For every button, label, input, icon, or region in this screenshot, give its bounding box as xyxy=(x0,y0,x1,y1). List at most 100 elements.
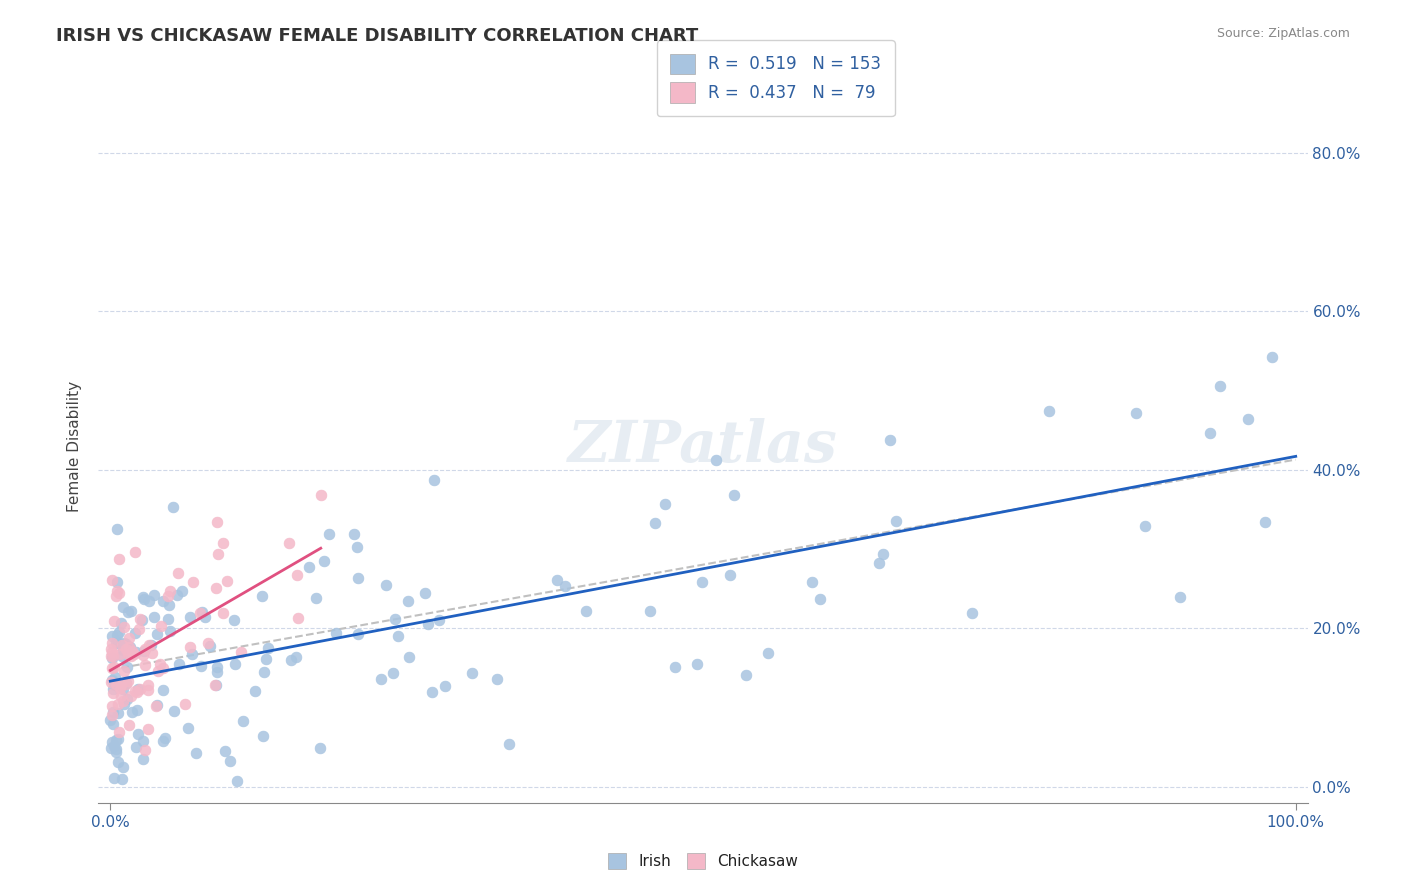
Point xyxy=(100,673,122,688)
Point xyxy=(229,645,252,659)
Point xyxy=(872,547,894,561)
Point xyxy=(134,642,156,657)
Point xyxy=(159,624,181,639)
Point xyxy=(138,593,160,607)
Point xyxy=(104,745,127,759)
Point xyxy=(101,649,124,664)
Point xyxy=(212,606,235,620)
Point xyxy=(280,653,302,667)
Point xyxy=(224,657,246,671)
Point xyxy=(207,659,229,673)
Point xyxy=(159,583,181,598)
Point xyxy=(110,681,132,695)
Point xyxy=(416,617,439,632)
Point xyxy=(181,575,204,590)
Point xyxy=(103,739,125,753)
Point xyxy=(136,723,159,737)
Point xyxy=(107,755,129,769)
Point xyxy=(114,641,136,656)
Point xyxy=(107,552,129,566)
Point xyxy=(143,588,166,602)
Point xyxy=(252,730,274,744)
Point xyxy=(226,774,249,789)
Point xyxy=(157,589,180,603)
Point xyxy=(177,722,200,736)
Point xyxy=(100,649,122,664)
Point xyxy=(217,574,239,588)
Point xyxy=(184,746,207,760)
Point xyxy=(801,574,824,589)
Point xyxy=(207,548,229,562)
Point xyxy=(1133,519,1156,533)
Point xyxy=(101,629,124,643)
Point xyxy=(1125,406,1147,420)
Point xyxy=(398,650,420,665)
Point xyxy=(128,622,150,636)
Point xyxy=(205,678,228,692)
Point xyxy=(285,649,308,664)
Text: IRISH VS CHICKASAW FEMALE DISABILITY CORRELATION CHART: IRISH VS CHICKASAW FEMALE DISABILITY COR… xyxy=(56,27,699,45)
Point xyxy=(347,571,370,585)
Point xyxy=(396,594,419,608)
Point xyxy=(121,648,143,663)
Point xyxy=(105,584,128,599)
Point xyxy=(112,698,135,712)
Point xyxy=(197,636,219,650)
Point xyxy=(101,661,124,675)
Point xyxy=(384,612,406,626)
Point xyxy=(546,573,568,587)
Point xyxy=(111,693,134,707)
Point xyxy=(118,631,141,645)
Point xyxy=(104,678,127,692)
Point xyxy=(1253,515,1275,529)
Point xyxy=(415,586,437,600)
Text: ZIPatlas: ZIPatlas xyxy=(568,417,838,475)
Legend: R =  0.519   N = 153, R =  0.437   N =  79: R = 0.519 N = 153, R = 0.437 N = 79 xyxy=(657,40,894,116)
Point xyxy=(111,643,134,657)
Point xyxy=(101,645,124,659)
Point xyxy=(124,684,146,698)
Point xyxy=(422,685,444,699)
Point xyxy=(152,594,174,608)
Point xyxy=(141,638,163,652)
Point xyxy=(138,638,160,652)
Point xyxy=(152,733,174,747)
Point xyxy=(704,452,727,467)
Point xyxy=(690,575,713,590)
Point xyxy=(101,681,124,696)
Point xyxy=(142,610,165,624)
Point xyxy=(115,637,138,651)
Point xyxy=(107,732,129,747)
Point xyxy=(100,635,122,649)
Point xyxy=(253,665,276,679)
Point xyxy=(1038,404,1060,418)
Point xyxy=(100,573,122,587)
Point xyxy=(100,708,122,723)
Point xyxy=(152,661,174,675)
Point xyxy=(163,704,186,718)
Point xyxy=(100,740,122,755)
Point xyxy=(100,714,122,728)
Point xyxy=(460,666,482,681)
Point xyxy=(194,609,217,624)
Point xyxy=(232,714,254,728)
Point xyxy=(145,699,167,714)
Point xyxy=(170,583,193,598)
Point xyxy=(111,760,134,774)
Point xyxy=(122,647,145,661)
Point xyxy=(735,668,758,682)
Point xyxy=(718,567,741,582)
Point xyxy=(298,559,321,574)
Point xyxy=(214,744,236,758)
Point xyxy=(174,697,197,711)
Point xyxy=(245,684,267,698)
Point xyxy=(370,673,392,687)
Point xyxy=(219,754,242,768)
Point xyxy=(960,606,983,620)
Point xyxy=(120,604,142,618)
Point xyxy=(136,678,159,692)
Point xyxy=(101,651,124,665)
Point xyxy=(723,488,745,502)
Point xyxy=(181,647,204,661)
Point xyxy=(167,657,190,672)
